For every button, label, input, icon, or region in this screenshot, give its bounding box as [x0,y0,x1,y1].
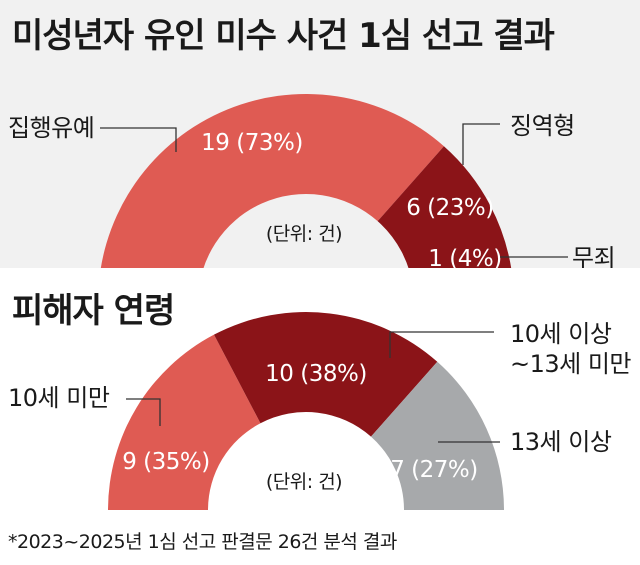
victim-age-chart-title: 피해자 연령 [12,291,175,331]
unit-note: (단위: 건) [266,223,342,245]
value-label-1: 6 (23%) [406,195,494,221]
category-label-1: 10세 이상 ~13세 미만 [510,320,631,378]
section-divider [0,268,640,272]
value-label-2: 1 (4%) [428,246,501,270]
donut-segment-1 [213,312,438,437]
leader-line-0 [126,398,161,426]
donut-segment-1 [377,146,512,270]
category-label-0: 집행유예 [8,114,94,142]
donut-segment-0 [100,94,444,270]
footnote: *2023~2025년 1심 선고 판결문 26건 분석 결과 [8,531,397,553]
value-label-2: 7 (27%) [390,457,478,483]
unit-note: (단위: 건) [266,471,342,493]
category-label-1: 징역형 [510,112,575,140]
leader-line-0 [100,127,177,152]
value-label-0: 19 (73%) [201,130,303,156]
leader-line-1 [389,331,494,358]
donut-segment-2 [370,361,504,510]
category-label-2: 무죄 [572,244,615,270]
category-label-2: 13세 이상 [510,428,612,456]
leader-line-1 [462,123,500,165]
category-label-0: 10세 미만 [8,384,110,412]
value-label-1: 10 (38%) [265,361,367,387]
donut-segment-0 [108,334,261,510]
value-label-0: 9 (35%) [122,449,210,475]
sentencing-chart-title: 미성년자 유인 미수 사건 1심 선고 결과 [12,16,555,56]
victim-age-donut-chart: 9 (35%) 10세 미만 10 (38%) 10세 이상 ~13세 미만 7 (27%… [8,312,632,510]
sentencing-donut-chart: 19 (73%) 집행유예 6 (23%) 징역형 1 (4%) 무죄 (단위: 건) [8,94,616,270]
